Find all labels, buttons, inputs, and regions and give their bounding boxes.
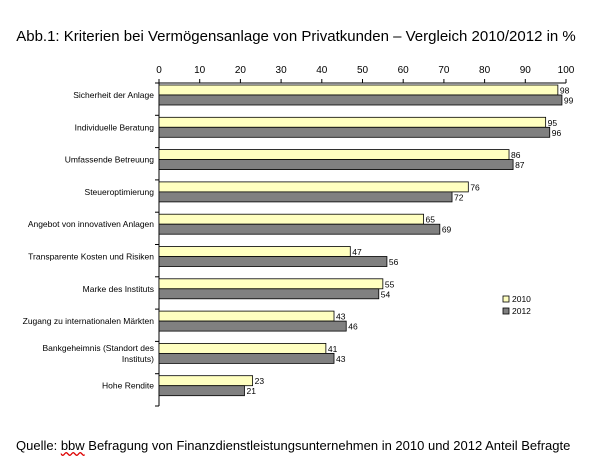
data-label-2012: 46 (348, 322, 358, 332)
data-label-2010: 95 (548, 118, 558, 128)
x-tick-label: 0 (156, 65, 162, 76)
bar-2012 (158, 385, 245, 397)
chart-title: Abb.1: Kriterien bei Vermögensanlage von… (16, 28, 576, 45)
legend: 2010 2012 (502, 294, 531, 316)
legend-label-2012: 2012 (512, 306, 531, 316)
data-label-2010: 65 (426, 215, 436, 225)
data-label-2012: 96 (552, 128, 562, 138)
x-tick-label: 60 (398, 65, 410, 76)
data-label-2012: 99 (564, 96, 574, 106)
category-label: Steueroptimierung (85, 187, 155, 197)
category-label: Hohe Rendite (102, 381, 154, 391)
bar-2012 (158, 352, 335, 364)
bar-2012 (158, 256, 388, 267)
data-label-2010: 23 (255, 376, 265, 386)
bar-2010 (158, 278, 384, 290)
category-label: Individuelle Beratung (75, 122, 155, 132)
bar-2010 (158, 84, 559, 96)
bar-2012 (158, 126, 551, 138)
bar-2010 (158, 149, 510, 161)
category-label: Instituts) (122, 354, 154, 364)
bar-2012 (158, 159, 514, 171)
data-label-2012: 54 (381, 289, 391, 299)
legend-swatch-2012 (502, 307, 510, 315)
category-labels: Sicherheit der Anlage Individuelle Beratu… (23, 90, 155, 391)
bar-2012 (158, 94, 563, 106)
bar-2010 (158, 310, 335, 322)
category-label: Marke des Instituts (83, 284, 154, 294)
x-tick-label: 100 (558, 65, 575, 76)
bar-2010 (158, 181, 469, 193)
bar-2012 (158, 223, 441, 235)
bar-2010 (158, 116, 547, 128)
data-label-2012: 69 (442, 225, 452, 235)
x-tick-label: 70 (438, 65, 450, 76)
legend-swatch-2010 (502, 295, 510, 303)
data-label-2010: 41 (328, 344, 338, 354)
data-label-2010: 55 (385, 279, 395, 289)
category-label: Sicherheit der Anlage (73, 90, 154, 100)
bar-chart: 0 10 20 30 40 50 60 70 80 90 100 Sicherheit der An… (23, 65, 575, 407)
data-label-2012: 21 (246, 386, 256, 396)
data-label-2012: 72 (454, 192, 464, 202)
category-label: Zugang zu internationalen Märkten (23, 316, 155, 326)
x-tick-label: 20 (235, 65, 247, 76)
bar-2010 (158, 375, 254, 387)
x-tick-label: 40 (316, 65, 328, 76)
x-tick-label: 30 (276, 65, 288, 76)
bar-2010 (158, 342, 327, 354)
data-label-2010: 43 (336, 312, 346, 322)
source-rest: Befragung von Finanzdienstleistungsunter… (84, 438, 571, 453)
data-label-2010: 98 (560, 86, 570, 96)
x-tick-label: 50 (357, 65, 369, 76)
source-note: Quelle: bbw Befragung von Finanzdienstle… (16, 438, 570, 453)
data-label-2010: 86 (511, 150, 521, 160)
category-label: Transparente Kosten und Risiken (28, 252, 154, 262)
data-label-2010: 76 (470, 182, 480, 192)
category-label: Angebot von innovativen Anlagen (28, 219, 154, 229)
legend-label-2010: 2010 (512, 294, 531, 304)
category-label: Bankgeheimnis (Standort des (42, 343, 154, 353)
bar-2010 (158, 246, 351, 257)
bar-2012 (158, 288, 380, 300)
x-tick-label: 90 (520, 65, 532, 76)
source-org: bbw (60, 438, 85, 453)
source-prefix: Quelle: (16, 438, 61, 453)
bar-2012 (158, 191, 453, 203)
category-label: Umfassende Betreuung (65, 155, 155, 165)
data-label-2010: 47 (352, 247, 362, 257)
data-label-2012: 87 (515, 160, 525, 170)
x-axis: 0 10 20 30 40 50 60 70 80 90 100 (155, 65, 575, 407)
data-label-2012: 43 (336, 354, 346, 364)
x-tick-label: 80 (479, 65, 491, 76)
data-label-2012: 56 (389, 257, 399, 267)
bar-2010 (158, 213, 424, 225)
x-tick-label: 10 (194, 65, 206, 76)
bar-2012 (158, 320, 347, 332)
